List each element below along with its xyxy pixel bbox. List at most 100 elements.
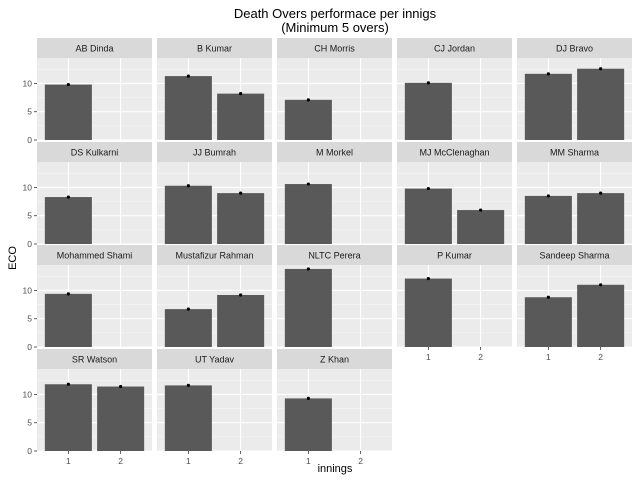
- facet-strip: [397, 142, 512, 162]
- facet-strip: [157, 349, 272, 369]
- point-mustafizur-rahman-innings-2: [239, 293, 243, 297]
- facet-dj-bravo: DJ Bravo: [517, 38, 632, 141]
- x-tick-label: 2: [118, 456, 123, 466]
- point-sandeep-sharma-innings-1: [546, 295, 550, 299]
- facet-strip: [277, 38, 392, 58]
- point-z-khan-innings-1: [306, 396, 310, 401]
- facet-sandeep-sharma: Sandeep Sharma 1 2: [517, 245, 632, 362]
- y-tick-label: 5: [27, 211, 32, 221]
- x-tick-label: 2: [238, 456, 243, 466]
- bar-sandeep-sharma-innings-2: [577, 284, 625, 347]
- facet-ds-kulkarni: DS Kulkarni 0 5 10: [23, 142, 152, 249]
- bar-sandeep-sharma-innings-1: [524, 297, 572, 347]
- facet-strip: [37, 38, 152, 58]
- bar-jj-bumrah-innings-1: [164, 185, 212, 244]
- point-mustafizur-rahman-innings-1: [186, 307, 190, 311]
- facet-nltc-perera: NLTC Perera: [277, 245, 392, 348]
- facet-strip: [397, 38, 512, 58]
- facet-strip: [277, 142, 392, 162]
- y-tick-label: 10: [23, 389, 33, 399]
- facet-cj-jordan: CJ Jordan: [397, 38, 512, 141]
- facet-b-kumar: B Kumar: [157, 38, 272, 141]
- facet-strip-label: B Kumar: [197, 44, 232, 54]
- facet-strip-label: JJ Bumrah: [193, 148, 236, 158]
- y-tick-label: 10: [23, 78, 33, 88]
- bar-b-kumar-innings-1: [164, 76, 212, 140]
- bar-sr-watson-innings-2: [97, 386, 145, 451]
- facet-strip-label: Sandeep Sharma: [539, 251, 609, 261]
- facet-ab-dinda: AB Dinda 0 5 10: [23, 38, 152, 145]
- point-mj-mcclenaghan-innings-2: [479, 208, 483, 212]
- point-sr-watson-innings-2: [119, 384, 123, 389]
- bar-ch-morris-innings-1: [284, 99, 332, 140]
- bar-ab-dinda-innings-1: [44, 84, 92, 140]
- point-b-kumar-innings-2: [239, 92, 243, 96]
- bar-mj-mcclenaghan-innings-2: [457, 210, 505, 244]
- point-jj-bumrah-innings-2: [239, 191, 243, 195]
- point-mj-mcclenaghan-innings-1: [426, 186, 430, 191]
- point-mohammed-shami-innings-1: [66, 292, 70, 296]
- facet-strip: [277, 245, 392, 265]
- bar-mj-mcclenaghan-innings-1: [404, 188, 452, 244]
- x-tick-label: 1: [546, 352, 551, 362]
- y-tick-label: 5: [27, 314, 32, 324]
- x-tick-label: 2: [358, 456, 363, 466]
- bar-cj-jordan-innings-1: [404, 82, 452, 140]
- bar-jj-bumrah-innings-2: [217, 193, 265, 244]
- y-tick-label: 5: [27, 418, 32, 428]
- facet-sr-watson: SR Watson 0 5 10 1 2: [23, 349, 152, 466]
- y-tick-label: 10: [23, 285, 33, 295]
- point-cj-jordan-innings-1: [426, 81, 430, 85]
- facet-strip-label: Mustafizur Rahman: [175, 251, 253, 261]
- facet-mj-mcclenaghan: MJ McClenaghan: [397, 142, 512, 245]
- facet-strip: [157, 38, 272, 58]
- y-tick-label: 5: [27, 107, 32, 117]
- chart-title: Death Overs performace per innigs: [234, 6, 437, 21]
- facet-strip: [517, 245, 632, 265]
- facet-mm-sharma: MM Sharma: [517, 142, 632, 245]
- bar-dj-bravo-innings-2: [577, 68, 625, 140]
- facet-mustafizur-rahman: Mustafizur Rahman: [157, 245, 272, 348]
- bar-dj-bravo-innings-1: [524, 73, 572, 140]
- bar-mm-sharma-innings-1: [524, 195, 572, 244]
- point-nltc-perera-innings-1: [306, 267, 310, 271]
- x-axis-title: innings: [318, 463, 353, 475]
- facet-m-morkel: M Morkel: [277, 142, 392, 245]
- facet-strip: [517, 38, 632, 58]
- x-tick-label: 2: [478, 352, 483, 362]
- point-p-kumar-innings-1: [426, 276, 430, 281]
- x-tick-label: 2: [598, 352, 603, 362]
- facet-strip-label: Mohammed Shami: [57, 251, 133, 261]
- chart-subtitle: (Minimum 5 overs): [281, 20, 389, 35]
- point-sr-watson-innings-1: [66, 382, 70, 386]
- facet-strip: [157, 245, 272, 265]
- y-axis-title: ECO: [7, 246, 19, 270]
- facet-strip-label: UT Yadav: [195, 355, 235, 365]
- point-mm-sharma-innings-2: [599, 191, 603, 195]
- bar-sr-watson-innings-1: [44, 384, 92, 451]
- facet-z-khan: Z Khan 1 2: [277, 349, 392, 466]
- facet-strip-label: CJ Jordan: [434, 44, 475, 54]
- bar-mm-sharma-innings-2: [577, 193, 625, 244]
- point-sandeep-sharma-innings-2: [599, 283, 603, 287]
- facet-strip: [37, 245, 152, 265]
- facet-strip: [157, 142, 272, 162]
- facet-strip: [277, 349, 392, 369]
- y-tick-label: 10: [23, 182, 33, 192]
- facet-strip: [37, 349, 152, 369]
- point-m-morkel-innings-1: [306, 182, 310, 186]
- point-dj-bravo-innings-2: [599, 67, 603, 71]
- y-tick-label: 0: [27, 446, 32, 456]
- facet-strip-label: AB Dinda: [75, 44, 113, 54]
- point-ds-kulkarni-innings-1: [66, 195, 70, 199]
- point-jj-bumrah-innings-1: [186, 184, 190, 188]
- bar-m-morkel-innings-1: [284, 184, 332, 244]
- facet-jj-bumrah: JJ Bumrah: [157, 142, 272, 245]
- point-ab-dinda-innings-1: [66, 82, 70, 87]
- bar-nltc-perera-innings-1: [284, 268, 332, 347]
- facet-strip-label: MM Sharma: [550, 148, 599, 158]
- point-ch-morris-innings-1: [306, 98, 310, 102]
- bar-p-kumar-innings-1: [404, 278, 452, 347]
- bar-mustafizur-rahman-innings-1: [164, 309, 212, 347]
